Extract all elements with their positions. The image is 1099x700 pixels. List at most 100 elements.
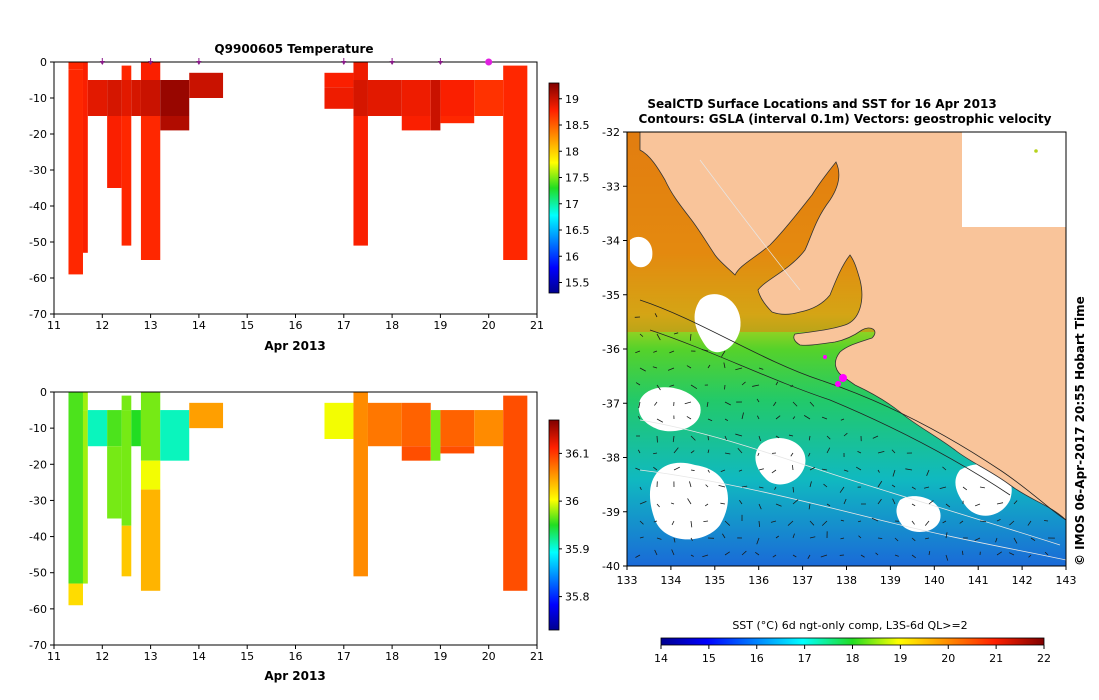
velocity-vector (942, 520, 947, 524)
temperature-xtick-label: 15 (240, 319, 254, 332)
salinity-profile-cell (140, 489, 161, 591)
velocity-vector (792, 486, 795, 493)
cloud-patch (630, 236, 653, 268)
profile-time-marker-head (196, 61, 202, 65)
velocity-vector (752, 384, 760, 387)
salinity-profile-cell (107, 410, 122, 447)
velocity-vector (860, 554, 865, 558)
temperature-profile-cell (140, 116, 161, 260)
velocity-vector (905, 468, 913, 471)
map-xtick-label: 136 (748, 574, 769, 587)
velocity-vector (945, 554, 949, 561)
salinity-ytick-label: -30 (29, 494, 47, 507)
velocity-vector (724, 452, 731, 455)
velocity-vector (656, 503, 660, 508)
temperature-xtick-label: 13 (144, 319, 158, 332)
profile-time-marker-head (437, 61, 443, 65)
map-ytick-label: -39 (602, 506, 620, 519)
map-xtick-label: 142 (1012, 574, 1033, 587)
velocity-vector (757, 452, 760, 456)
velocity-vector (788, 434, 794, 437)
salinity-profile-cell (107, 446, 122, 519)
salinity-colorbar-tick-label: 35.8 (565, 591, 590, 604)
map-ytick-label: -37 (602, 397, 620, 410)
temperature-profile-cell (189, 72, 224, 98)
salinity-profile-cell (160, 410, 190, 461)
velocity-vector (706, 401, 709, 407)
velocity-vector (826, 503, 831, 507)
velocity-vector (758, 520, 761, 527)
velocity-vector (741, 485, 748, 488)
salinity-xtick-label: 11 (47, 650, 61, 663)
velocity-vector (792, 401, 798, 407)
salinity-profile-cell (430, 410, 441, 461)
salinity-profile-cell (87, 410, 108, 447)
temperature-profile-cell (68, 69, 83, 275)
profile-time-marker-head (148, 61, 154, 65)
map-title: SealCTD Surface Locations and SST for 16… (647, 97, 996, 111)
temperature-profile-cell (160, 116, 190, 131)
velocity-vector (808, 452, 811, 457)
velocity-vector (770, 520, 777, 523)
map-xtick-label: 133 (617, 574, 638, 587)
temperature-colorbar-tick-label: 15.5 (565, 277, 590, 290)
salinity-profile-cell (503, 395, 528, 591)
velocity-vector (637, 449, 641, 454)
velocity-vector (724, 435, 728, 441)
salinity-profile-cell (68, 583, 83, 606)
velocity-vector (803, 415, 811, 420)
salinity-colorbar-tick-label: 35.9 (565, 543, 590, 556)
velocity-vector (673, 332, 679, 335)
velocity-vector (639, 486, 642, 491)
temperature-profile-cell (324, 72, 354, 88)
salinity-xlabel: Apr 2013 (264, 669, 325, 683)
temperature-profile-cell (474, 80, 504, 116)
seal-location-marker (839, 374, 847, 382)
temperature-ytick-label: -50 (29, 236, 47, 249)
velocity-vector (756, 398, 760, 403)
velocity-vector (823, 483, 828, 488)
velocity-vector (809, 520, 815, 526)
salinity-xtick-label: 19 (433, 650, 447, 663)
salinity-xtick-label: 16 (289, 650, 303, 663)
velocity-vector (840, 418, 845, 421)
temperature-panel: Q9900605 Temperature 11 12 13 14 15 16 17 18 19 2… (29, 42, 589, 353)
cloud-patch (694, 294, 741, 353)
temperature-xtick-label: 20 (482, 319, 496, 332)
velocity-vector (979, 486, 985, 489)
velocity-vector (923, 486, 930, 489)
velocity-vector (790, 452, 794, 457)
velocity-vector (689, 481, 692, 488)
velocity-vector (639, 501, 647, 505)
velocity-vector (808, 503, 811, 510)
velocity-vector (855, 466, 862, 471)
temperature-xtick-label: 11 (47, 319, 61, 332)
sst-map-area (627, 132, 1066, 566)
temperature-title: Q9900605 Temperature (214, 42, 373, 56)
temperature-profile-cell (440, 80, 475, 116)
velocity-vector (690, 384, 698, 390)
velocity-vector (735, 433, 743, 437)
velocity-vector (857, 451, 862, 454)
velocity-vector (690, 520, 693, 528)
velocity-vector (758, 486, 764, 489)
temperature-xtick-label: 12 (95, 319, 109, 332)
velocity-vector (809, 401, 815, 407)
velocity-vector (690, 537, 693, 541)
velocity-vector (894, 537, 899, 542)
temperature-profile-cell (68, 62, 83, 70)
velocity-vector (942, 466, 947, 471)
salinity-profile-cell (401, 446, 431, 461)
map-ytick-label: -33 (602, 180, 620, 193)
velocity-vector (704, 503, 709, 507)
temperature-profile-cell (82, 80, 88, 253)
velocity-vector (653, 452, 658, 455)
temperature-profile-cell (430, 80, 441, 131)
velocity-vector (1030, 537, 1036, 541)
salinity-profile-cell (440, 446, 475, 454)
velocity-vector (724, 418, 729, 421)
velocity-vector (996, 551, 1003, 556)
map-ytick-label: -32 (602, 126, 620, 139)
velocity-vector (775, 381, 779, 386)
velocity-vector (809, 536, 816, 539)
